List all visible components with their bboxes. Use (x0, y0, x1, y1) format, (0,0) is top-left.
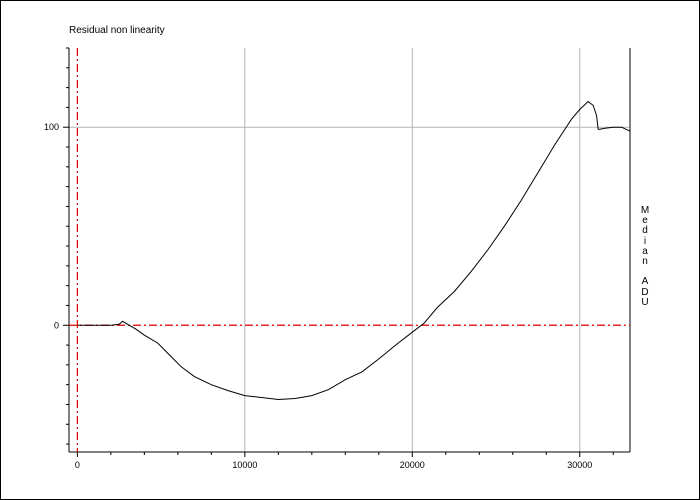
residual-curve (77, 100, 631, 401)
x-tick-label: 0 (75, 460, 80, 470)
x-tick-label: 10000 (232, 460, 257, 470)
tick-labels: 0 10000 20000 30000 0 100 (44, 122, 592, 470)
y-axis-label: M e d i a n A D U (640, 205, 650, 308)
y-tick-label: 0 (54, 320, 59, 330)
series-layer (77, 100, 631, 401)
axes (63, 47, 631, 457)
y-tick-label: 100 (44, 122, 59, 132)
chart-title: Residual non linearity (69, 25, 165, 36)
x-tick-label: 30000 (567, 460, 592, 470)
reference-lines (69, 48, 630, 452)
grid (69, 48, 630, 452)
x-tick-label: 20000 (400, 460, 425, 470)
